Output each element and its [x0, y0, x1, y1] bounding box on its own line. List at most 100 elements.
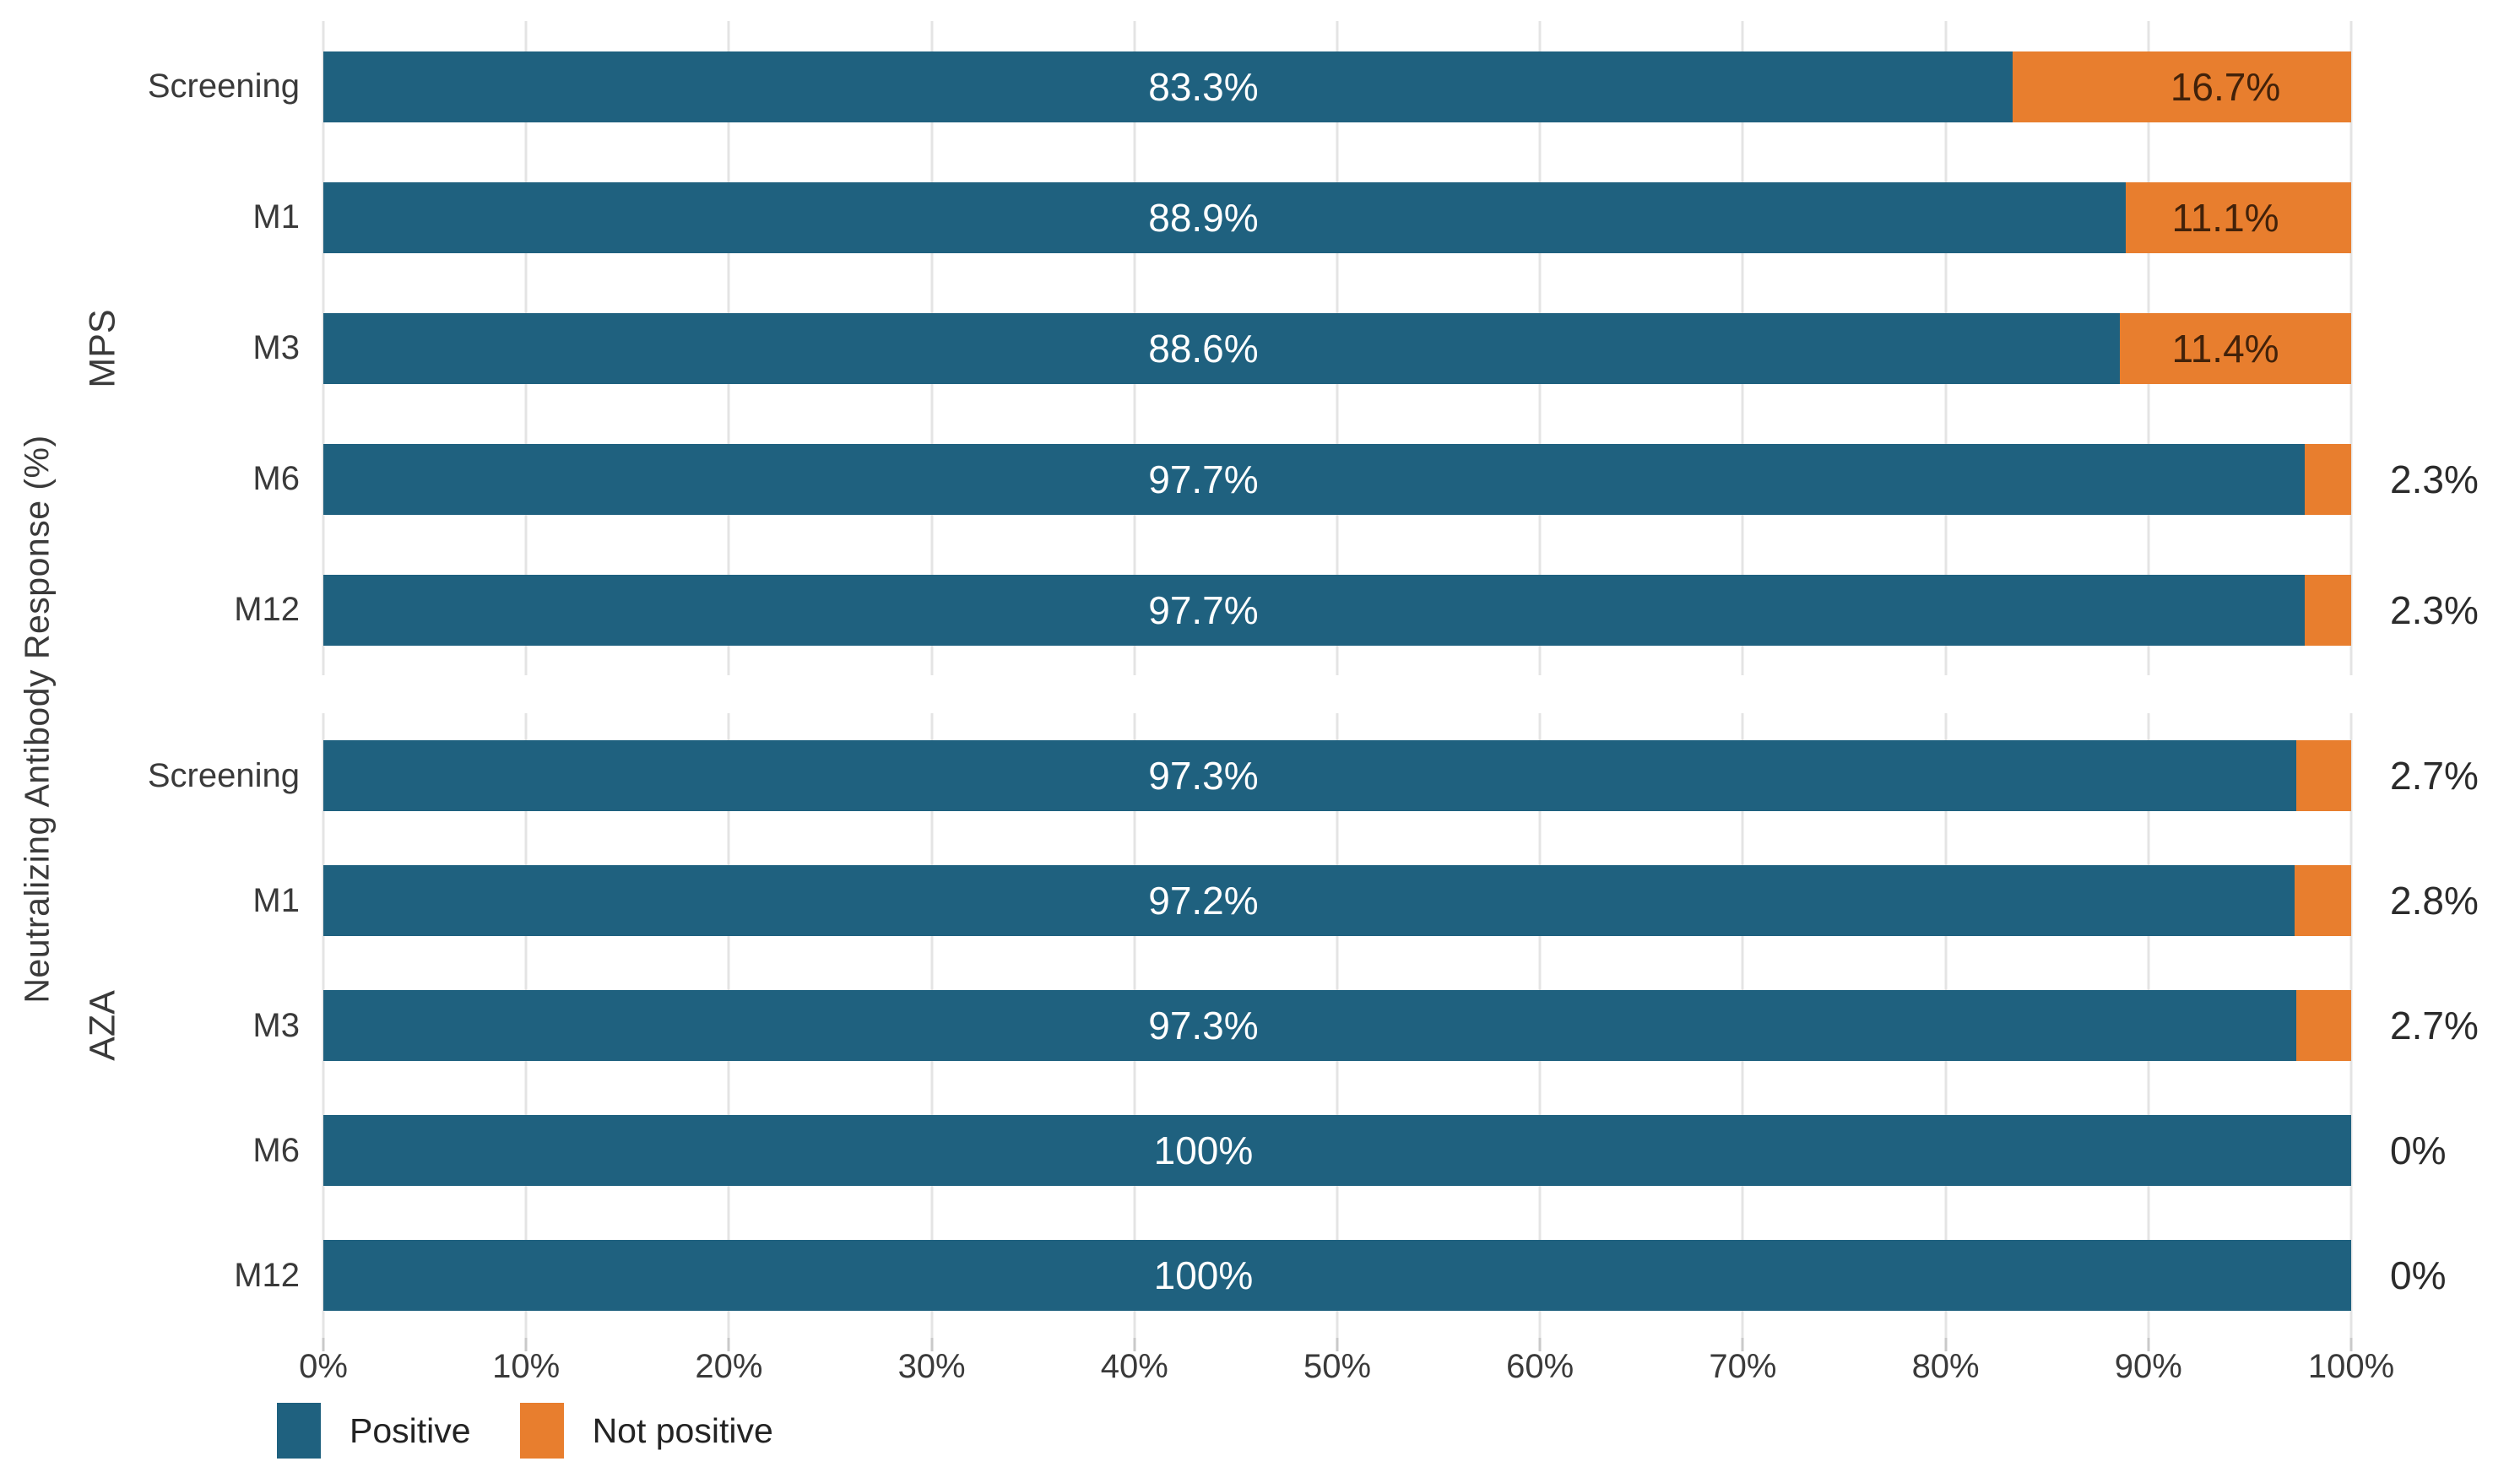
not-positive-value-label: 2.8% — [2390, 879, 2479, 923]
facet-mps: 83.3% 16.7% 88.9% 11.1% 88.6% 11.4% 97.7% 2.3% 9… — [322, 21, 2479, 675]
bar-segment-positive — [323, 740, 2297, 811]
positive-value-label: 100% — [1153, 1128, 1254, 1172]
bar-row-mps-screening: 83.3% 16.7% — [323, 21, 2351, 152]
legend-label-not-positive: Not positive — [592, 1410, 773, 1450]
x-axis-tick — [930, 1338, 934, 1351]
x-axis-tick — [1538, 1338, 1542, 1351]
category-label-aza-m3: M3 — [252, 1006, 300, 1044]
legend-item-positive: Positive — [277, 1403, 471, 1459]
stacked-bar-mps-m3: 88.6% 11.4% — [323, 312, 2351, 384]
bar-row-mps-m6: 97.7% 2.3% — [323, 414, 2479, 544]
x-axis-tick — [524, 1338, 528, 1351]
stacked-bar-aza-screening: 97.3% 2.7% — [323, 740, 2479, 811]
x-tick-label: 60% — [1506, 1348, 1574, 1385]
x-tick-label: 10% — [492, 1348, 561, 1385]
x-axis-tick — [1133, 1338, 1136, 1351]
bar-segment-positive — [323, 1240, 2351, 1311]
stacked-bar-aza-m3: 97.3% 2.7% — [323, 990, 2479, 1061]
x-tick-label: 50% — [1303, 1348, 1372, 1385]
not-positive-value-label: 2.7% — [2390, 1004, 2479, 1047]
bar-segment-positive — [323, 51, 2013, 122]
bar-segment-positive — [323, 181, 2127, 253]
x-tick-label: 100% — [2307, 1348, 2395, 1385]
bar-segment-not-positive — [2012, 51, 2351, 122]
category-label-mps-m1: M1 — [252, 198, 300, 235]
bar-segment-positive — [323, 865, 2295, 936]
bar-segment-positive — [323, 990, 2297, 1061]
bar-segment-not-positive — [2296, 990, 2351, 1061]
bar-row-aza-m3: 97.3% 2.7% — [323, 963, 2479, 1088]
bar-segment-not-positive — [2304, 443, 2351, 515]
bar-row-aza-m6: 100% 0% — [323, 1088, 2446, 1213]
positive-value-label: 97.2% — [1148, 879, 1259, 923]
category-label-mps-screening: Screening — [147, 68, 300, 105]
x-tick-label: 80% — [1911, 1348, 1980, 1385]
x-tick-label: 90% — [2114, 1348, 2182, 1385]
legend-label-positive: Positive — [350, 1410, 471, 1450]
positive-value-label: 100% — [1153, 1253, 1254, 1297]
not-positive-value-label: 11.1% — [2171, 195, 2279, 240]
category-label-aza-m1: M1 — [252, 881, 300, 919]
bar-row-mps-m3: 88.6% 11.4% — [323, 283, 2351, 414]
legend-swatch-positive — [277, 1403, 321, 1459]
stacked-bar-aza-m1: 97.2% 2.8% — [323, 865, 2479, 936]
x-tick-label: 30% — [897, 1348, 966, 1385]
positive-value-label: 88.6% — [1148, 326, 1259, 371]
stacked-bar-mps-m1: 88.9% 11.1% — [323, 181, 2351, 253]
category-label-mps-m6: M6 — [252, 460, 300, 497]
category-label-mps-m3: M3 — [252, 329, 300, 366]
stacked-bar-aza-m12: 100% 0% — [323, 1240, 2446, 1311]
x-axis-tick — [2147, 1338, 2150, 1351]
x-tick-label: 70% — [1709, 1348, 1777, 1385]
stacked-bar-mps-m6: 97.7% 2.3% — [323, 443, 2479, 515]
x-tick-label: 0% — [299, 1348, 348, 1385]
bar-row-aza-m1: 97.2% 2.8% — [323, 838, 2479, 963]
category-label-aza-screening: Screening — [147, 756, 300, 794]
x-tick-label: 20% — [695, 1348, 763, 1385]
x-axis-tick — [1336, 1338, 1339, 1351]
bar-segment-not-positive — [2294, 865, 2351, 936]
positive-value-label: 97.3% — [1148, 754, 1259, 798]
bar-segment-not-positive — [2120, 312, 2351, 384]
x-axis-tick — [322, 1338, 325, 1351]
gridline — [2349, 713, 2353, 1338]
not-positive-value-label: 0% — [2390, 1128, 2447, 1172]
x-axis-tick — [1944, 1338, 1948, 1351]
not-positive-value-label: 0% — [2390, 1253, 2447, 1297]
group-label-aza: AZA — [82, 990, 123, 1061]
legend-item-not-positive: Not positive — [519, 1403, 773, 1459]
not-positive-value-label: 2.3% — [2390, 587, 2479, 632]
legend: Positive Not positive — [277, 1403, 773, 1459]
x-axis-tick — [1741, 1338, 1744, 1351]
bar-segment-not-positive — [2304, 574, 2351, 646]
x-tick-label: 40% — [1100, 1348, 1168, 1385]
facet-aza: 97.3% 2.7% 97.2% 2.8% 97.3% 2.7% 100% 0% 100% 0% — [322, 713, 2479, 1338]
positive-value-label: 88.9% — [1148, 195, 1259, 240]
positive-value-label: 97.7% — [1148, 587, 1259, 632]
x-axis-tick — [2349, 1338, 2353, 1351]
stacked-bar-mps-m12: 97.7% 2.3% — [323, 574, 2479, 646]
bar-segment-positive — [323, 1115, 2351, 1186]
positive-value-label: 97.3% — [1148, 1004, 1259, 1047]
not-positive-value-label: 2.3% — [2390, 457, 2479, 501]
x-axis-tick — [727, 1338, 730, 1351]
bar-row-mps-m12: 97.7% 2.3% — [323, 544, 2479, 675]
not-positive-value-label: 16.7% — [2170, 64, 2281, 109]
legend-swatch-not-positive — [519, 1403, 564, 1459]
bar-segment-positive — [323, 443, 2305, 515]
bar-segment-positive — [323, 312, 2121, 384]
group-label-mps: MPS — [82, 308, 123, 388]
category-label-mps-m12: M12 — [234, 591, 300, 628]
bar-row-aza-screening: 97.3% 2.7% — [323, 713, 2479, 838]
bar-row-aza-m12: 100% 0% — [323, 1213, 2446, 1338]
not-positive-value-label: 11.4% — [2171, 326, 2279, 371]
category-label-aza-m6: M6 — [252, 1131, 300, 1169]
stacked-bar-mps-screening: 83.3% 16.7% — [323, 51, 2351, 122]
bar-segment-not-positive — [2296, 740, 2351, 811]
bar-segment-not-positive — [2126, 181, 2351, 253]
gridline — [2349, 21, 2353, 675]
stacked-bar-aza-m6: 100% 0% — [323, 1115, 2446, 1186]
positive-value-label: 83.3% — [1148, 64, 1259, 109]
bar-segment-positive — [323, 574, 2305, 646]
